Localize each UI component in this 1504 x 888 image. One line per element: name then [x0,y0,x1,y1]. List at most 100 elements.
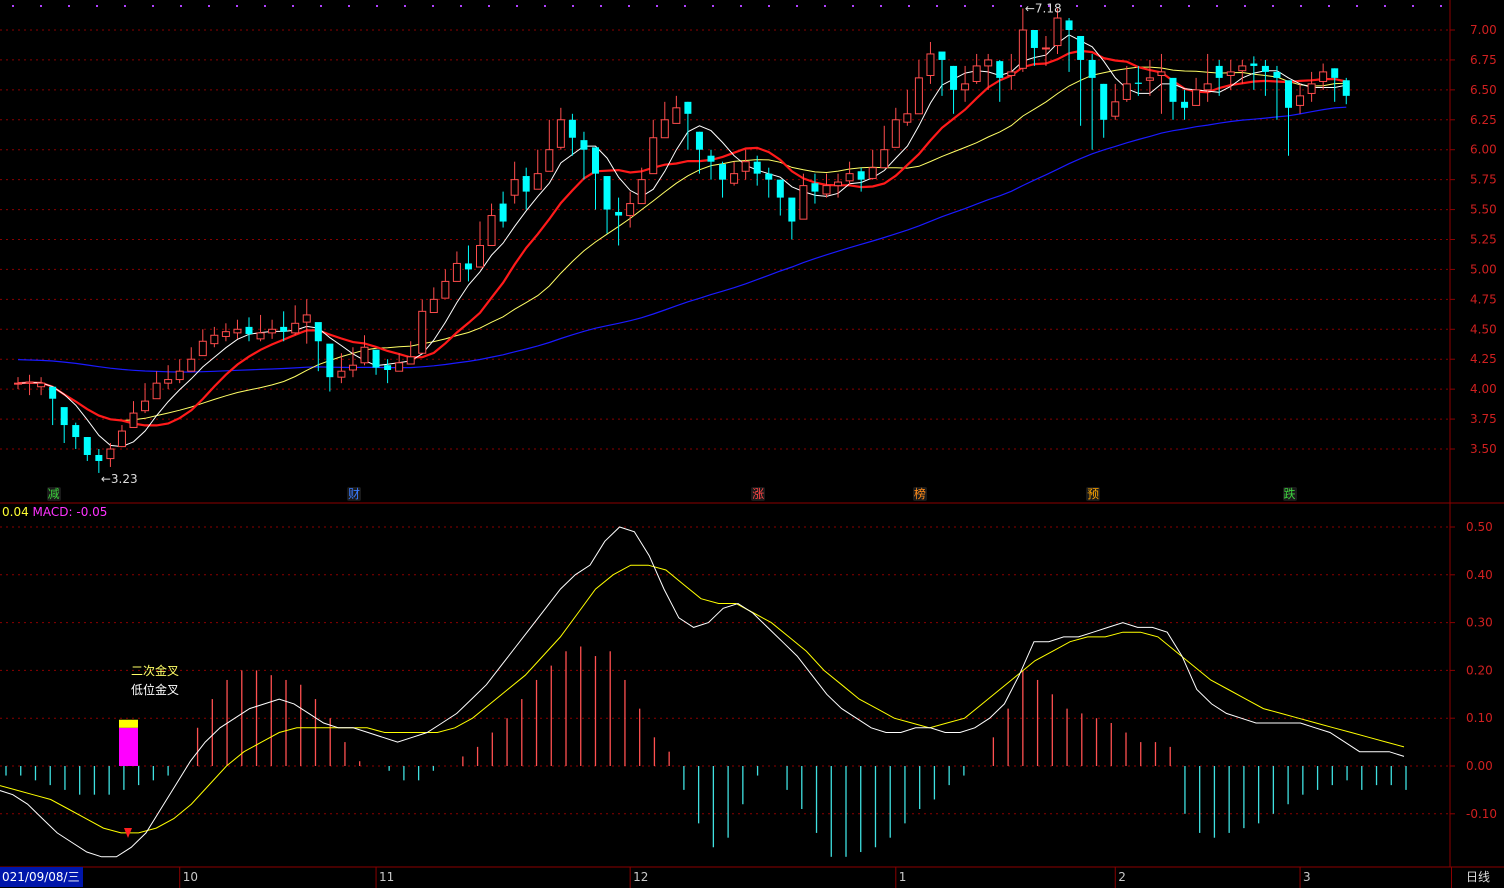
candle-body-down [753,161,761,174]
candle-body-down [49,386,57,399]
candle-body-up [961,83,970,91]
top-marker-dot [404,5,406,7]
candle-body-up [117,430,126,448]
x-axis-month-label: 3 [1303,870,1311,884]
macd-tick-label: 0.00 [1466,759,1493,773]
price-tick-label: 5.00 [1470,262,1497,276]
top-marker-dot [180,5,182,7]
candle-body-up [730,173,739,184]
candle-body-up [129,412,138,428]
macd-value: -0.05 [76,505,108,519]
candle-body-up [210,334,219,345]
price-tick-label: 5.75 [1470,173,1497,187]
candle-body-up [441,280,450,299]
candle-body-down [684,101,692,114]
top-marker-dot [124,5,126,7]
top-marker-dot [40,5,42,7]
event-marker[interactable]: 财 [346,487,361,501]
candle-body-down [996,61,1004,78]
candle-body-up [845,173,854,182]
candle-body-down [719,164,727,180]
candle-body-up [1145,77,1154,81]
top-marker-dot [348,5,350,7]
candle-body-down [1285,80,1292,108]
x-axis-month-label: 11 [379,870,395,884]
price-tick-label: 6.50 [1470,83,1497,97]
candle-body-up [660,119,669,139]
event-marker[interactable]: 涨 [751,487,766,501]
candle-body-up [799,185,808,220]
candle-body-down [1030,30,1038,48]
candle-body-up [1296,95,1305,106]
x-axis-month-label: 2 [1118,870,1126,884]
event-marker[interactable]: 预 [1086,487,1101,501]
candle-body-up [487,215,496,246]
x-axis-month-label: 10 [182,870,198,884]
top-marker-dot [1328,5,1330,7]
top-marker-dot [1300,5,1302,7]
top-marker-dot [936,5,938,7]
top-marker-dot [68,5,70,7]
candle-body-up [395,362,404,372]
top-marker-dot [600,5,602,7]
candle-body-down [280,326,288,332]
candle-body-down [1077,35,1085,60]
candle-body-down [95,454,103,461]
top-marker-dot [656,5,658,7]
event-marker[interactable]: 减 [46,487,61,501]
macd-tick-label: 0.50 [1466,520,1493,534]
annotation-second-golden-cross: 二次金叉 [131,664,180,678]
candle-body-up [1018,29,1027,69]
high-price-label: ←7.18 [1025,1,1062,15]
candle-body-down [499,203,507,222]
event-marker[interactable]: 跌 [1282,487,1297,501]
candle-body-up [1226,71,1235,76]
candle-body-up [1307,83,1316,94]
candle-body-down [776,179,784,198]
macd-tick-label: 0.20 [1466,663,1493,677]
candle-body-up [626,203,635,217]
candle-body-down [568,119,576,138]
golden-cross-arrow [124,828,132,838]
top-marker-dot [1440,5,1442,7]
candle-body-down [1065,20,1073,30]
candle-body-down [707,155,715,162]
candle-body-down [938,51,946,60]
top-marker-dot [964,5,966,7]
candle-body-down [811,183,819,192]
candle-body-down [1215,65,1223,78]
macd-legend: 0.04 MACD: -0.05 [2,505,107,519]
top-marker-dot [516,5,518,7]
top-marker-dot [992,5,994,7]
candle-body-up [152,382,161,400]
candle-body-up [649,137,658,175]
candle-body-down [1100,83,1108,120]
candle-body-up [106,448,115,460]
price-tick-label: 5.50 [1470,203,1497,217]
top-marker-dot [1188,5,1190,7]
candle-body-up [834,181,843,187]
candle-body-up [256,332,265,340]
top-marker-dot [824,5,826,7]
candle-body-up [406,356,415,365]
candle-body-up [1122,83,1131,100]
current-date-box: 021/09/08/三 [0,867,83,887]
candle-body-up [221,331,230,337]
candle-body-up [25,381,34,384]
top-marker-dot [320,5,322,7]
event-marker[interactable]: 榜 [912,487,927,501]
period-selector[interactable]: 日线 [1451,867,1504,888]
candle-body-up [533,173,542,190]
top-marker-dot [1384,5,1386,7]
annotation-low-golden-cross: 低位金叉 [131,683,180,697]
top-marker-dot [1104,5,1106,7]
candle-body-down [1088,59,1096,78]
candle-body-up [1111,101,1120,117]
top-marker-dot [1160,5,1162,7]
candle-body-down [788,197,796,222]
top-marker-dot [488,5,490,7]
candle-body-up [868,167,877,179]
candle-body-up [637,179,646,205]
candle-body-up [452,262,461,282]
top-marker-dot [1020,5,1022,7]
